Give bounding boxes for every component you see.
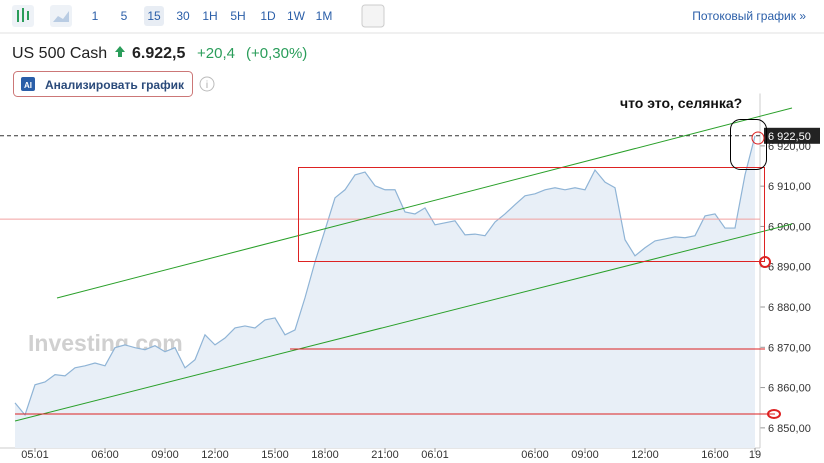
last-price-label: 6 922,50 [768, 131, 811, 143]
stream-link[interactable]: Потоковый график » [692, 9, 806, 23]
table-icon[interactable] [361, 4, 385, 28]
annotation-text: что это, селянка? [620, 95, 742, 111]
circle-mark [751, 131, 765, 145]
price: 6.922,5 [132, 45, 185, 62]
symbol: US 500 Cash [12, 45, 107, 62]
user-annotations: что это, селянка? [14, 95, 793, 422]
x-tick-label: 05.01 [21, 449, 49, 461]
interval-button[interactable]: 15 [147, 9, 161, 23]
x-tick-label: 15:00 [261, 449, 289, 461]
analyze-button[interactable] [13, 71, 193, 97]
interval-button[interactable]: 1D [260, 9, 276, 23]
x-tick-label: 18:00 [311, 449, 339, 461]
circle-mark [767, 409, 781, 419]
y-tick-label: 6 890,00 [768, 262, 811, 274]
y-tick-label: 6 870,00 [768, 342, 811, 354]
ai-glyph: AI [24, 81, 32, 90]
info-icon[interactable] [199, 76, 215, 92]
x-tick-label: 09:00 [151, 449, 179, 461]
x-tick-label: 12:00 [631, 449, 659, 461]
interval-button[interactable]: 1H [202, 9, 217, 23]
candle-glyph [17, 8, 29, 22]
interval-button[interactable]: 1M [316, 9, 333, 23]
interval-button[interactable]: 1W [287, 9, 306, 23]
y-tick-label: 6 900,00 [768, 221, 811, 233]
range-box [298, 167, 765, 262]
channel-upper [56, 107, 793, 299]
x-tick-label: 06:00 [91, 449, 119, 461]
y-tick-label: 6 860,00 [768, 383, 811, 395]
interval-button[interactable]: 30 [176, 9, 190, 23]
interval-active [144, 6, 164, 26]
price-line [14, 135, 756, 417]
toolbar: Потоковый график » 1 5 15 30 1H 5H 1D 1W 1M [0, 4, 824, 34]
highlight-box [730, 119, 767, 170]
y-tick-label: 6 880,00 [768, 302, 811, 314]
change: +20,4 [197, 45, 235, 62]
analyze-label: Анализировать график [45, 78, 185, 92]
x-tick-label: 19 [749, 449, 761, 461]
ai-icon [21, 77, 35, 91]
interval-button[interactable]: 1 [92, 9, 99, 23]
channel-lower [14, 223, 793, 422]
x-tick-label: 12:00 [201, 449, 229, 461]
y-tick-label: 6 920,00 [768, 141, 811, 153]
y-tick-label: 6 850,00 [768, 423, 811, 435]
info-glyph: i [206, 80, 208, 91]
y-tick-label: 6 910,00 [768, 181, 811, 193]
x-tick-label: 16:00 [701, 449, 729, 461]
circle-mark [759, 256, 771, 268]
x-tick-label: 21:00 [371, 449, 399, 461]
area-glyph [53, 11, 69, 22]
interval-button[interactable]: 5 [121, 9, 128, 23]
up-arrow [115, 46, 125, 57]
last-price-box [764, 127, 820, 144]
change-percent: (+0,30%) [246, 45, 307, 62]
interval-button[interactable]: 5H [230, 9, 245, 23]
area-fill [15, 135, 755, 449]
x-tick-label: 06:00 [521, 449, 549, 461]
x-tick-label: 06.01 [421, 449, 449, 461]
x-tick-label: 09:00 [571, 449, 599, 461]
